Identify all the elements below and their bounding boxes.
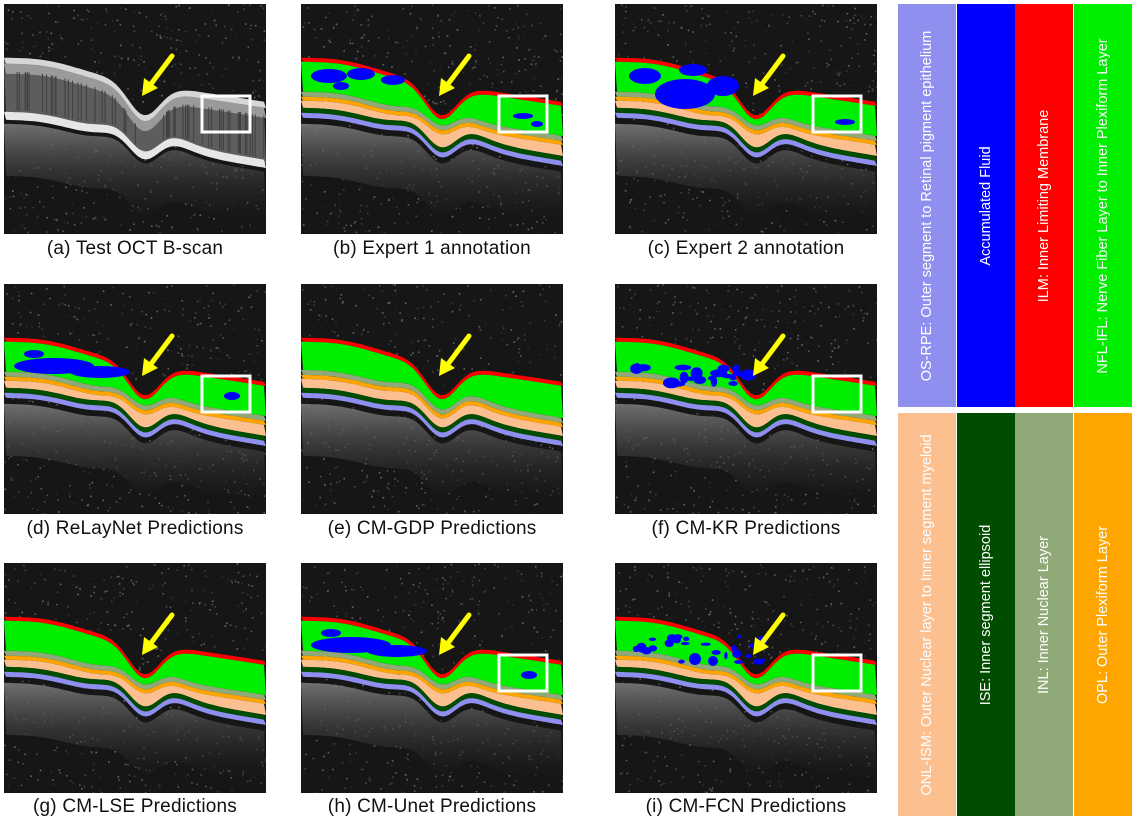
choroid [301,123,563,224]
layer-onl-ism [301,378,563,436]
fluid-regions [630,363,757,389]
yellow-arrow-icon [142,612,175,655]
legend-label: INL: Inner Nuclear Layer [1036,535,1052,694]
layer-onl-ism [615,380,877,436]
layer-os-rpe [4,671,266,725]
rpe-bright-band [4,111,266,168]
layer-ise [615,666,877,720]
layer-opl [4,655,266,704]
yellow-arrow-icon [439,53,472,96]
layer-ise [615,387,877,441]
legend-swatch: Accumulated Fluid [956,4,1015,407]
layer-os-rpe [615,112,877,166]
layer-os-rpe [301,392,563,446]
panel-caption-d: (d) ReLayNet Predictions [26,518,244,539]
oct-panel-d [4,284,266,514]
roi-box-icon [497,94,549,134]
panel-caption-h: (h) CM-Unet Predictions [327,796,537,817]
choroid [4,682,266,783]
fluid-regions [311,629,537,679]
layer-ise [4,387,266,441]
layer-onl-ism [301,100,563,156]
layer-os-rpe [301,671,563,725]
roi-box-icon [497,653,549,693]
oct-panel-a [4,4,266,234]
legend-label: ISE: Inner segment ellipsoid [977,524,994,705]
oct-panel-c [615,4,877,234]
layer-inl [301,369,563,423]
choroid [4,403,266,504]
legend-swatch: NFL-IFL: Nerve Fiber Layer to Inner Plex… [1073,4,1132,407]
layer-ise [615,107,877,161]
oct-panel-i [615,563,877,793]
legend-swatch: OS-RPE: Outer segment to Retinal pigment… [898,4,956,407]
legend-label: OS-RPE: Outer segment to Retinal pigment… [919,30,935,381]
legend-swatch: ISE: Inner segment ellipsoid [956,413,1015,816]
panel-caption-i: (i) CM-FCN Predictions [645,796,847,817]
panel-caption-a: (a) Test OCT B-scan [46,238,224,259]
choroid [301,682,563,783]
legend-swatch: ILM: Inner Limiting Membrane [1015,4,1073,407]
yellow-arrow-icon [142,53,175,96]
roi-box-icon [811,94,863,134]
legend-label: Accumulated Fluid [977,145,994,266]
legend-swatch: OPL: Outer Plexiform Layer [1073,413,1132,816]
roi-box-icon [811,374,863,414]
panel-caption-g: (g) CM-LSE Predictions [33,796,237,817]
oct-panel-g [4,563,266,793]
layer-onl-ism [4,380,266,436]
oct-panel-b [301,4,563,234]
fluid-regions [311,68,543,127]
legend-swatch: INL: Inner Nuclear Layer [1015,413,1073,816]
oct-panel-f [615,284,877,514]
yellow-arrow-icon [439,612,472,655]
layer-ise [301,666,563,720]
layer-os-rpe [301,112,563,166]
layer-onl-ism [4,659,266,715]
layer-inl [4,650,266,700]
layer-os-rpe [615,392,877,446]
oct-panel-e [301,284,563,514]
fluid-regions [629,64,855,125]
fluid-regions [14,350,240,400]
layer-ise [4,666,266,720]
yellow-arrow-icon [753,612,786,655]
layer-os-rpe [615,671,877,725]
layer-nfl-ifl [301,341,563,418]
layer-legend: OS-RPE: Outer segment to Retinal pigment… [898,4,1132,826]
yellow-arrow-icon [753,53,786,96]
legend-label: ONL-ISM: Outer Nuclear layer to Inner se… [919,433,935,796]
panel-caption-f: (f) CM-KR Predictions [651,518,841,539]
roi-box-icon [200,94,252,134]
layer-ise [301,387,563,441]
panel-caption-e: (e) CM-GDP Predictions [327,518,537,539]
oct-panel-h [301,563,563,793]
roi-box-icon [200,374,252,414]
layer-onl-ism [615,659,877,715]
choroid [301,403,563,504]
ilm-bright-band [4,57,266,122]
layer-os-rpe [4,392,266,446]
roi-box-icon [811,653,863,693]
panel-caption-b: (b) Expert 1 annotation [333,238,531,259]
legend-label: NFL-IFL: Nerve Fiber Layer to Inner Plex… [1094,37,1111,374]
layer-onl-ism [301,659,563,715]
yellow-arrow-icon [142,333,175,376]
choroid [615,403,877,504]
choroid [4,123,266,224]
layer-onl-ism [615,100,877,156]
legend-label: ILM: Inner Limiting Membrane [1036,109,1052,302]
yellow-arrow-icon [753,333,786,376]
choroid [615,123,877,224]
layer-nfl-ifl [4,620,266,695]
panel-caption-c: (c) Expert 2 annotation [647,238,845,259]
fluid-regions [632,634,768,666]
choroid [615,682,877,783]
layer-ise [301,107,563,161]
legend-swatch: ONL-ISM: Outer Nuclear layer to Inner se… [898,413,956,816]
yellow-arrow-icon [439,333,472,376]
layer-opl [301,374,563,427]
legend-label: OPL: Outer Plexiform Layer [1094,525,1111,704]
